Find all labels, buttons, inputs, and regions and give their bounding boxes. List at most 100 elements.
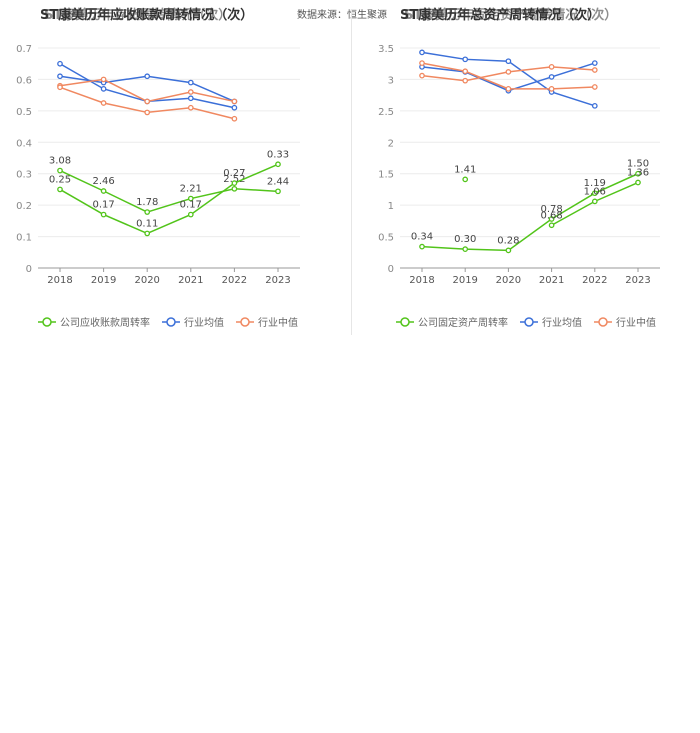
right-chart-data-point	[548, 216, 555, 222]
left-chart-data-label: 0.27	[223, 168, 245, 179]
right-chart-legend-marker	[524, 317, 534, 327]
left-chart-data-point	[100, 211, 107, 218]
left-chart-data-point	[231, 180, 238, 186]
left-chart-data-label: 3.08	[49, 156, 71, 167]
right-chart-data-label: 0.30	[454, 234, 476, 245]
left-chart-data-point	[144, 230, 151, 237]
right-chart-data-point	[419, 49, 425, 56]
right-chart-data-label: 1.06	[584, 186, 606, 197]
right-chart-data-label: 0.34	[411, 232, 433, 243]
right-chart-overlay-title: ST康美历年固定资产周转情况（次）	[404, 8, 618, 23]
right-chart-data-point	[419, 243, 425, 250]
right-chart-ytick-label: 0	[388, 264, 394, 275]
right-chart-data-label: 1.41	[454, 164, 476, 175]
right-chart-data-point	[505, 58, 512, 65]
right-chart-data-point	[462, 176, 469, 183]
right-chart-data-label: 1.19	[584, 178, 606, 189]
right-chart-data-point	[505, 86, 512, 92]
left-chart-data-point	[100, 86, 107, 92]
left-chart-data-point	[187, 211, 194, 218]
right-chart-data-point	[462, 246, 469, 252]
left-chart-xtick-label: 2023	[265, 275, 290, 286]
left-chart-data-point	[231, 115, 238, 122]
right-chart-ytick-label: 1	[388, 201, 394, 212]
left-chart-data-point	[144, 98, 151, 105]
left-chart-data-point	[231, 98, 238, 105]
left-chart-data-point	[100, 188, 107, 194]
left-chart-ytick-label: 0	[26, 264, 32, 275]
left-chart-ytick-label: 0.6	[16, 75, 32, 86]
right-chart-xtick-label: 2023	[625, 275, 650, 286]
left-chart-xtick-label: 2022	[222, 275, 247, 286]
left-chart-data-label: 2.52	[223, 174, 245, 185]
left-chart-data-point	[275, 161, 281, 168]
right-chart-data-point	[635, 179, 641, 186]
left-chart-data-point	[187, 195, 194, 202]
left-chart-data-point	[144, 109, 151, 116]
left-chart-data-point	[144, 209, 151, 215]
right-chart-xtick-label: 2018	[409, 275, 434, 286]
left-chart-xtick-label: 2021	[178, 275, 203, 286]
left-chart-legend-marker	[166, 317, 176, 327]
right-chart-data-point	[462, 56, 469, 63]
left-chart-data-label: 0.25	[49, 174, 71, 185]
right-chart-legend-marker	[400, 317, 410, 327]
right-chart-legend-label: 行业均值	[542, 316, 582, 329]
right-chart-data-point	[591, 60, 598, 66]
left-chart-ytick-label: 0.4	[16, 138, 32, 149]
right-chart-data-label: 0.28	[497, 235, 519, 246]
left-chart-data-point	[275, 188, 281, 195]
left-chart-data-point	[187, 104, 194, 111]
right-chart-ytick-label: 2	[388, 138, 394, 149]
right-chart-data-point	[548, 222, 555, 229]
right-chart-data-label: 1.36	[627, 168, 649, 179]
left-chart-data-point	[57, 73, 63, 80]
right-chart-ytick-label: 0.5	[378, 233, 394, 244]
left-chart-data-label: 1.78	[136, 197, 158, 208]
right-chart-xtick-label: 2021	[539, 275, 564, 286]
left-chart-data-label: 0.17	[92, 200, 114, 211]
left-chart-data-label: 0.33	[267, 149, 289, 160]
right-chart-xtick-label: 2019	[452, 275, 477, 286]
right-chart-data-point	[591, 84, 598, 90]
left-chart-data-point	[100, 100, 107, 106]
right-chart-series-line	[421, 173, 639, 252]
left-chart-series-line	[59, 163, 279, 235]
data-source-label: 数据来源：恒生聚源	[297, 10, 387, 21]
left-chart-ytick-label: 0.5	[16, 107, 32, 118]
right-chart-data-point	[591, 67, 598, 73]
left-chart-ytick-label: 0.3	[16, 170, 32, 181]
left-chart-data-point	[187, 95, 194, 102]
left-chart-title: ST康美历年应收账款周转情况（次）	[40, 8, 254, 23]
left-chart-data-point	[57, 60, 63, 67]
left-chart-data-point	[144, 73, 151, 80]
left-chart-data-point	[57, 186, 63, 193]
left-chart-data-label: 0.17	[180, 200, 202, 211]
panel-divider	[351, 10, 352, 335]
right-chart-data-point	[419, 60, 425, 66]
right-chart-data-point	[591, 190, 598, 197]
left-chart-data-label: 2.44	[267, 176, 289, 187]
left-chart-data-point	[231, 104, 238, 111]
right-chart-data-point	[462, 68, 469, 75]
left-chart-xtick-label: 2019	[91, 275, 116, 286]
left-chart-legend-marker	[240, 317, 250, 327]
right-chart-ytick-label: 1.5	[378, 170, 394, 181]
left-chart-data-point	[100, 76, 107, 83]
right-chart-data-label: 0.68	[540, 210, 562, 221]
left-chart-series-line	[59, 169, 279, 213]
left-chart-series-line	[59, 75, 235, 103]
right-chart-data-point	[548, 64, 555, 70]
right-chart-data-label: 1.50	[627, 159, 649, 170]
left-chart-legend-label: 行业均值	[184, 316, 224, 329]
right-chart-title: ST康美历年总资产周转情况（次）	[400, 8, 601, 23]
right-chart-svg: 0 0.5 1 1.5 2 2.5 3 3.5 2018 2019 2020 2021 2022 2023…	[378, 44, 660, 329]
left-chart-overlay-title: ST康美历年存货周转情况（次）	[44, 8, 232, 23]
right-chart-data-point	[591, 198, 598, 205]
right-chart-data-point	[635, 170, 641, 177]
right-chart-data-label: 0.78	[540, 204, 562, 215]
right-chart-data-point	[591, 102, 598, 109]
left-chart-data-point	[187, 79, 194, 86]
right-chart-data-point	[548, 74, 555, 80]
left-chart-data-label: 2.46	[92, 176, 114, 187]
